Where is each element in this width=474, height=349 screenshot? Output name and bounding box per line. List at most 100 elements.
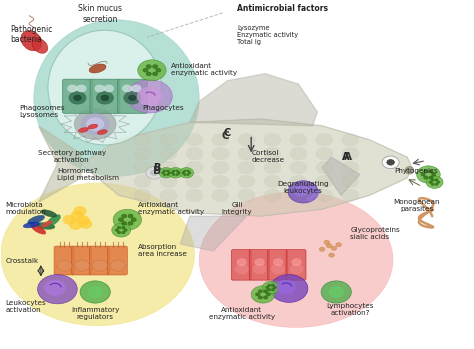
Ellipse shape <box>183 170 186 172</box>
Ellipse shape <box>266 293 271 296</box>
Ellipse shape <box>212 189 229 202</box>
Text: A: A <box>342 152 349 162</box>
Ellipse shape <box>176 170 178 172</box>
Ellipse shape <box>166 170 169 172</box>
Ellipse shape <box>336 243 341 247</box>
Ellipse shape <box>268 284 271 287</box>
Ellipse shape <box>212 161 229 174</box>
Ellipse shape <box>34 20 199 176</box>
Ellipse shape <box>186 189 203 202</box>
FancyBboxPatch shape <box>231 250 251 280</box>
Ellipse shape <box>328 253 334 257</box>
Ellipse shape <box>182 172 184 174</box>
Text: Microbiota
modulation: Microbiota modulation <box>5 202 46 215</box>
Ellipse shape <box>115 229 118 231</box>
Ellipse shape <box>36 223 55 229</box>
Ellipse shape <box>122 222 127 225</box>
FancyBboxPatch shape <box>118 79 147 113</box>
Ellipse shape <box>153 65 158 68</box>
Ellipse shape <box>292 259 301 266</box>
Ellipse shape <box>122 214 127 218</box>
Ellipse shape <box>74 260 90 271</box>
Ellipse shape <box>127 80 172 113</box>
Ellipse shape <box>316 175 333 188</box>
Ellipse shape <box>272 289 274 291</box>
Ellipse shape <box>187 174 189 176</box>
Ellipse shape <box>315 190 320 194</box>
Polygon shape <box>190 74 318 126</box>
Ellipse shape <box>77 216 90 225</box>
Text: Antioxidant
enzymatic activity: Antioxidant enzymatic activity <box>209 306 275 320</box>
Ellipse shape <box>0 183 194 326</box>
Ellipse shape <box>112 223 131 237</box>
Ellipse shape <box>273 259 283 266</box>
Ellipse shape <box>186 175 203 188</box>
Ellipse shape <box>74 95 81 101</box>
Ellipse shape <box>134 189 151 202</box>
Text: Phagocytes: Phagocytes <box>143 105 184 111</box>
Text: Skin mucus
secretion: Skin mucus secretion <box>78 4 122 24</box>
Ellipse shape <box>134 175 151 188</box>
Ellipse shape <box>122 231 125 234</box>
Ellipse shape <box>77 85 86 92</box>
Ellipse shape <box>146 166 163 179</box>
Ellipse shape <box>273 286 276 289</box>
Ellipse shape <box>131 85 141 92</box>
Ellipse shape <box>288 181 318 203</box>
Ellipse shape <box>118 231 121 234</box>
FancyBboxPatch shape <box>286 250 306 280</box>
Ellipse shape <box>160 147 177 160</box>
Ellipse shape <box>238 175 255 188</box>
Ellipse shape <box>251 286 275 303</box>
Ellipse shape <box>162 172 164 174</box>
Ellipse shape <box>417 166 440 183</box>
Ellipse shape <box>41 210 57 217</box>
Ellipse shape <box>238 147 255 160</box>
Ellipse shape <box>69 91 86 104</box>
FancyBboxPatch shape <box>268 250 288 280</box>
Ellipse shape <box>41 221 53 227</box>
Text: Pathogenic
bacteria: Pathogenic bacteria <box>10 25 53 44</box>
Ellipse shape <box>92 260 108 271</box>
Ellipse shape <box>212 175 229 188</box>
Ellipse shape <box>96 91 113 104</box>
Ellipse shape <box>27 215 45 224</box>
Ellipse shape <box>253 264 266 274</box>
Text: Phytogenics: Phytogenics <box>395 168 438 173</box>
Ellipse shape <box>179 168 193 178</box>
Ellipse shape <box>277 280 296 294</box>
Ellipse shape <box>81 114 109 134</box>
Ellipse shape <box>137 87 162 105</box>
Ellipse shape <box>421 173 425 176</box>
Ellipse shape <box>308 197 313 201</box>
Ellipse shape <box>264 175 281 188</box>
Ellipse shape <box>255 259 264 266</box>
Ellipse shape <box>63 215 75 224</box>
Ellipse shape <box>159 168 173 178</box>
Ellipse shape <box>124 229 127 231</box>
Ellipse shape <box>171 172 173 174</box>
Polygon shape <box>180 216 246 251</box>
Ellipse shape <box>101 95 109 101</box>
Ellipse shape <box>258 290 263 293</box>
Ellipse shape <box>45 280 65 296</box>
Ellipse shape <box>321 281 351 303</box>
Ellipse shape <box>74 207 86 216</box>
Text: Antimicrobial factors: Antimicrobial factors <box>237 4 328 13</box>
Text: Monogenean
parasites: Monogenean parasites <box>393 199 440 212</box>
Ellipse shape <box>238 133 255 146</box>
Ellipse shape <box>146 65 151 68</box>
Ellipse shape <box>188 172 191 174</box>
Ellipse shape <box>118 227 121 229</box>
Ellipse shape <box>270 275 308 303</box>
FancyBboxPatch shape <box>90 79 120 113</box>
Ellipse shape <box>316 133 333 146</box>
Ellipse shape <box>264 296 268 299</box>
FancyBboxPatch shape <box>72 246 91 275</box>
Ellipse shape <box>71 211 83 220</box>
Ellipse shape <box>163 174 166 176</box>
Ellipse shape <box>324 240 329 244</box>
Text: Hormones?
Lipid metabolism: Hormones? Lipid metabolism <box>57 168 119 180</box>
Text: Lymphocytes
activation?: Lymphocytes activation? <box>327 303 374 316</box>
Ellipse shape <box>290 175 307 188</box>
